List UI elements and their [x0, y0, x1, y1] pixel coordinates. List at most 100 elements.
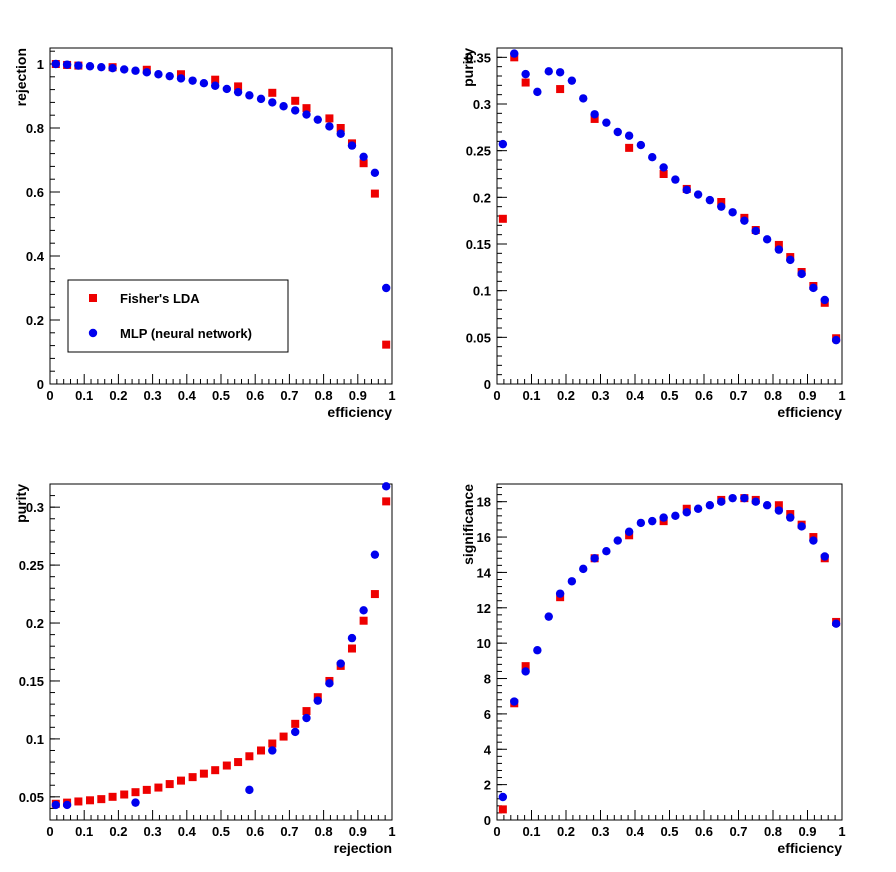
data-point-circle — [498, 139, 508, 149]
data-point-square — [234, 82, 243, 91]
x-tick-label: 0.6 — [246, 824, 264, 839]
y-tick-label: 0 — [484, 813, 491, 828]
x-tick-label: 1 — [838, 388, 845, 403]
data-point-square — [199, 769, 208, 778]
data-point-square — [291, 719, 300, 728]
data-point-circle — [533, 646, 542, 655]
x-tick-label: 1 — [838, 824, 845, 839]
legend-marker-square — [89, 294, 97, 302]
data-point-circle — [97, 62, 106, 72]
x-tick-label: 0.7 — [729, 824, 747, 839]
data-point-circle — [590, 110, 599, 119]
x-tick-label: 0.7 — [280, 388, 298, 403]
data-point-square — [211, 75, 220, 84]
data-point-circle — [498, 792, 508, 802]
y-axis-label: significance — [460, 484, 476, 565]
x-tick-label: 0.2 — [557, 824, 575, 839]
data-point-square — [234, 758, 243, 767]
data-point-square — [142, 785, 151, 794]
data-point-square — [659, 170, 668, 178]
data-point-square — [97, 795, 106, 804]
x-tick-label: 0.3 — [144, 824, 162, 839]
x-tick-label: 0.1 — [75, 824, 93, 839]
y-tick-label: 8 — [484, 672, 491, 687]
data-point-circle — [728, 493, 737, 503]
x-tick-label: 1 — [388, 824, 395, 839]
y-tick-label: 0 — [484, 377, 491, 392]
data-point-circle — [142, 68, 151, 77]
data-point-circle — [693, 190, 703, 199]
y-tick-label: 0.1 — [26, 732, 44, 747]
data-point-square — [86, 796, 95, 805]
series-mlp — [51, 59, 391, 293]
x-tick-label: 0.1 — [75, 388, 93, 403]
legend-entry-label: MLP (neural network) — [120, 326, 252, 341]
y-tick-label: 14 — [477, 565, 492, 580]
data-point-circle — [728, 208, 737, 217]
chart-panel-4: 0 0.1 0.2 0.3 0.4 0.5 0.6 0.7 0.8 0.9 102468101214… — [460, 483, 846, 856]
y-tick-label: 0.25 — [466, 144, 491, 159]
data-point-square — [774, 240, 783, 249]
data-point-circle — [210, 81, 220, 90]
data-point-circle — [602, 547, 611, 556]
chart-panel-2: 0 0.1 0.2 0.3 0.4 0.5 0.6 0.7 0.8 0.9 1 0 0.05 0.1 0.1… — [460, 47, 846, 420]
x-tick-label: 0.9 — [349, 824, 367, 839]
data-point-circle — [797, 522, 806, 531]
data-point-circle — [567, 577, 577, 586]
y-tick-label: 0 — [37, 377, 44, 392]
data-point-square — [257, 746, 266, 755]
data-point-circle — [831, 335, 841, 345]
data-point-square — [359, 616, 368, 625]
y-tick-label: 0.15 — [466, 237, 491, 252]
y-tick-label: 10 — [477, 636, 491, 651]
series-mlp — [498, 49, 841, 345]
data-point-square — [245, 752, 254, 761]
data-point-circle — [188, 76, 197, 85]
data-point-square — [131, 788, 140, 797]
data-point-circle — [359, 152, 368, 161]
data-point-square — [717, 198, 726, 206]
data-point-square — [625, 143, 634, 152]
data-point-circle — [381, 283, 391, 293]
y-tick-label: 6 — [484, 707, 491, 722]
data-point-circle — [636, 140, 646, 150]
data-point-circle — [705, 195, 715, 205]
data-point-square — [302, 707, 311, 716]
plot-frame — [49, 483, 393, 821]
data-point-circle — [131, 798, 140, 807]
x-axis-label: efficiency — [777, 404, 842, 420]
data-point-circle — [256, 94, 266, 104]
y-tick-label: 0.15 — [19, 674, 44, 689]
data-point-circle — [222, 84, 232, 94]
data-point-circle — [279, 102, 288, 111]
data-point-circle — [176, 74, 186, 83]
x-tick-label: 0 — [493, 388, 500, 403]
x-tick-label: 0.9 — [349, 388, 367, 403]
data-point-square — [521, 78, 530, 87]
data-point-circle — [510, 49, 519, 58]
x-tick-label: 0.2 — [109, 824, 127, 839]
data-point-circle — [648, 516, 657, 526]
x-tick-label: 0.3 — [591, 824, 609, 839]
data-point-circle — [347, 633, 357, 643]
x-tick-label: 0.5 — [212, 824, 230, 839]
data-point-circle — [199, 79, 209, 88]
data-point-circle — [613, 127, 622, 137]
x-tick-label: 0.7 — [729, 388, 747, 403]
series-mlp — [498, 493, 841, 802]
data-point-circle — [131, 66, 140, 75]
data-point-square — [74, 797, 83, 806]
data-point-circle — [108, 63, 117, 73]
y-tick-label: 18 — [477, 495, 491, 510]
x-tick-label: 0.5 — [660, 824, 678, 839]
data-point-circle — [233, 87, 243, 97]
data-point-circle — [579, 564, 588, 574]
data-point-circle — [291, 106, 300, 115]
data-point-circle — [359, 606, 368, 615]
y-tick-label: 1 — [37, 57, 44, 72]
y-tick-label: 0.3 — [26, 500, 44, 515]
data-point-circle — [521, 667, 530, 676]
y-axis-label: purity — [460, 48, 476, 87]
x-tick-label: 0.9 — [798, 824, 816, 839]
